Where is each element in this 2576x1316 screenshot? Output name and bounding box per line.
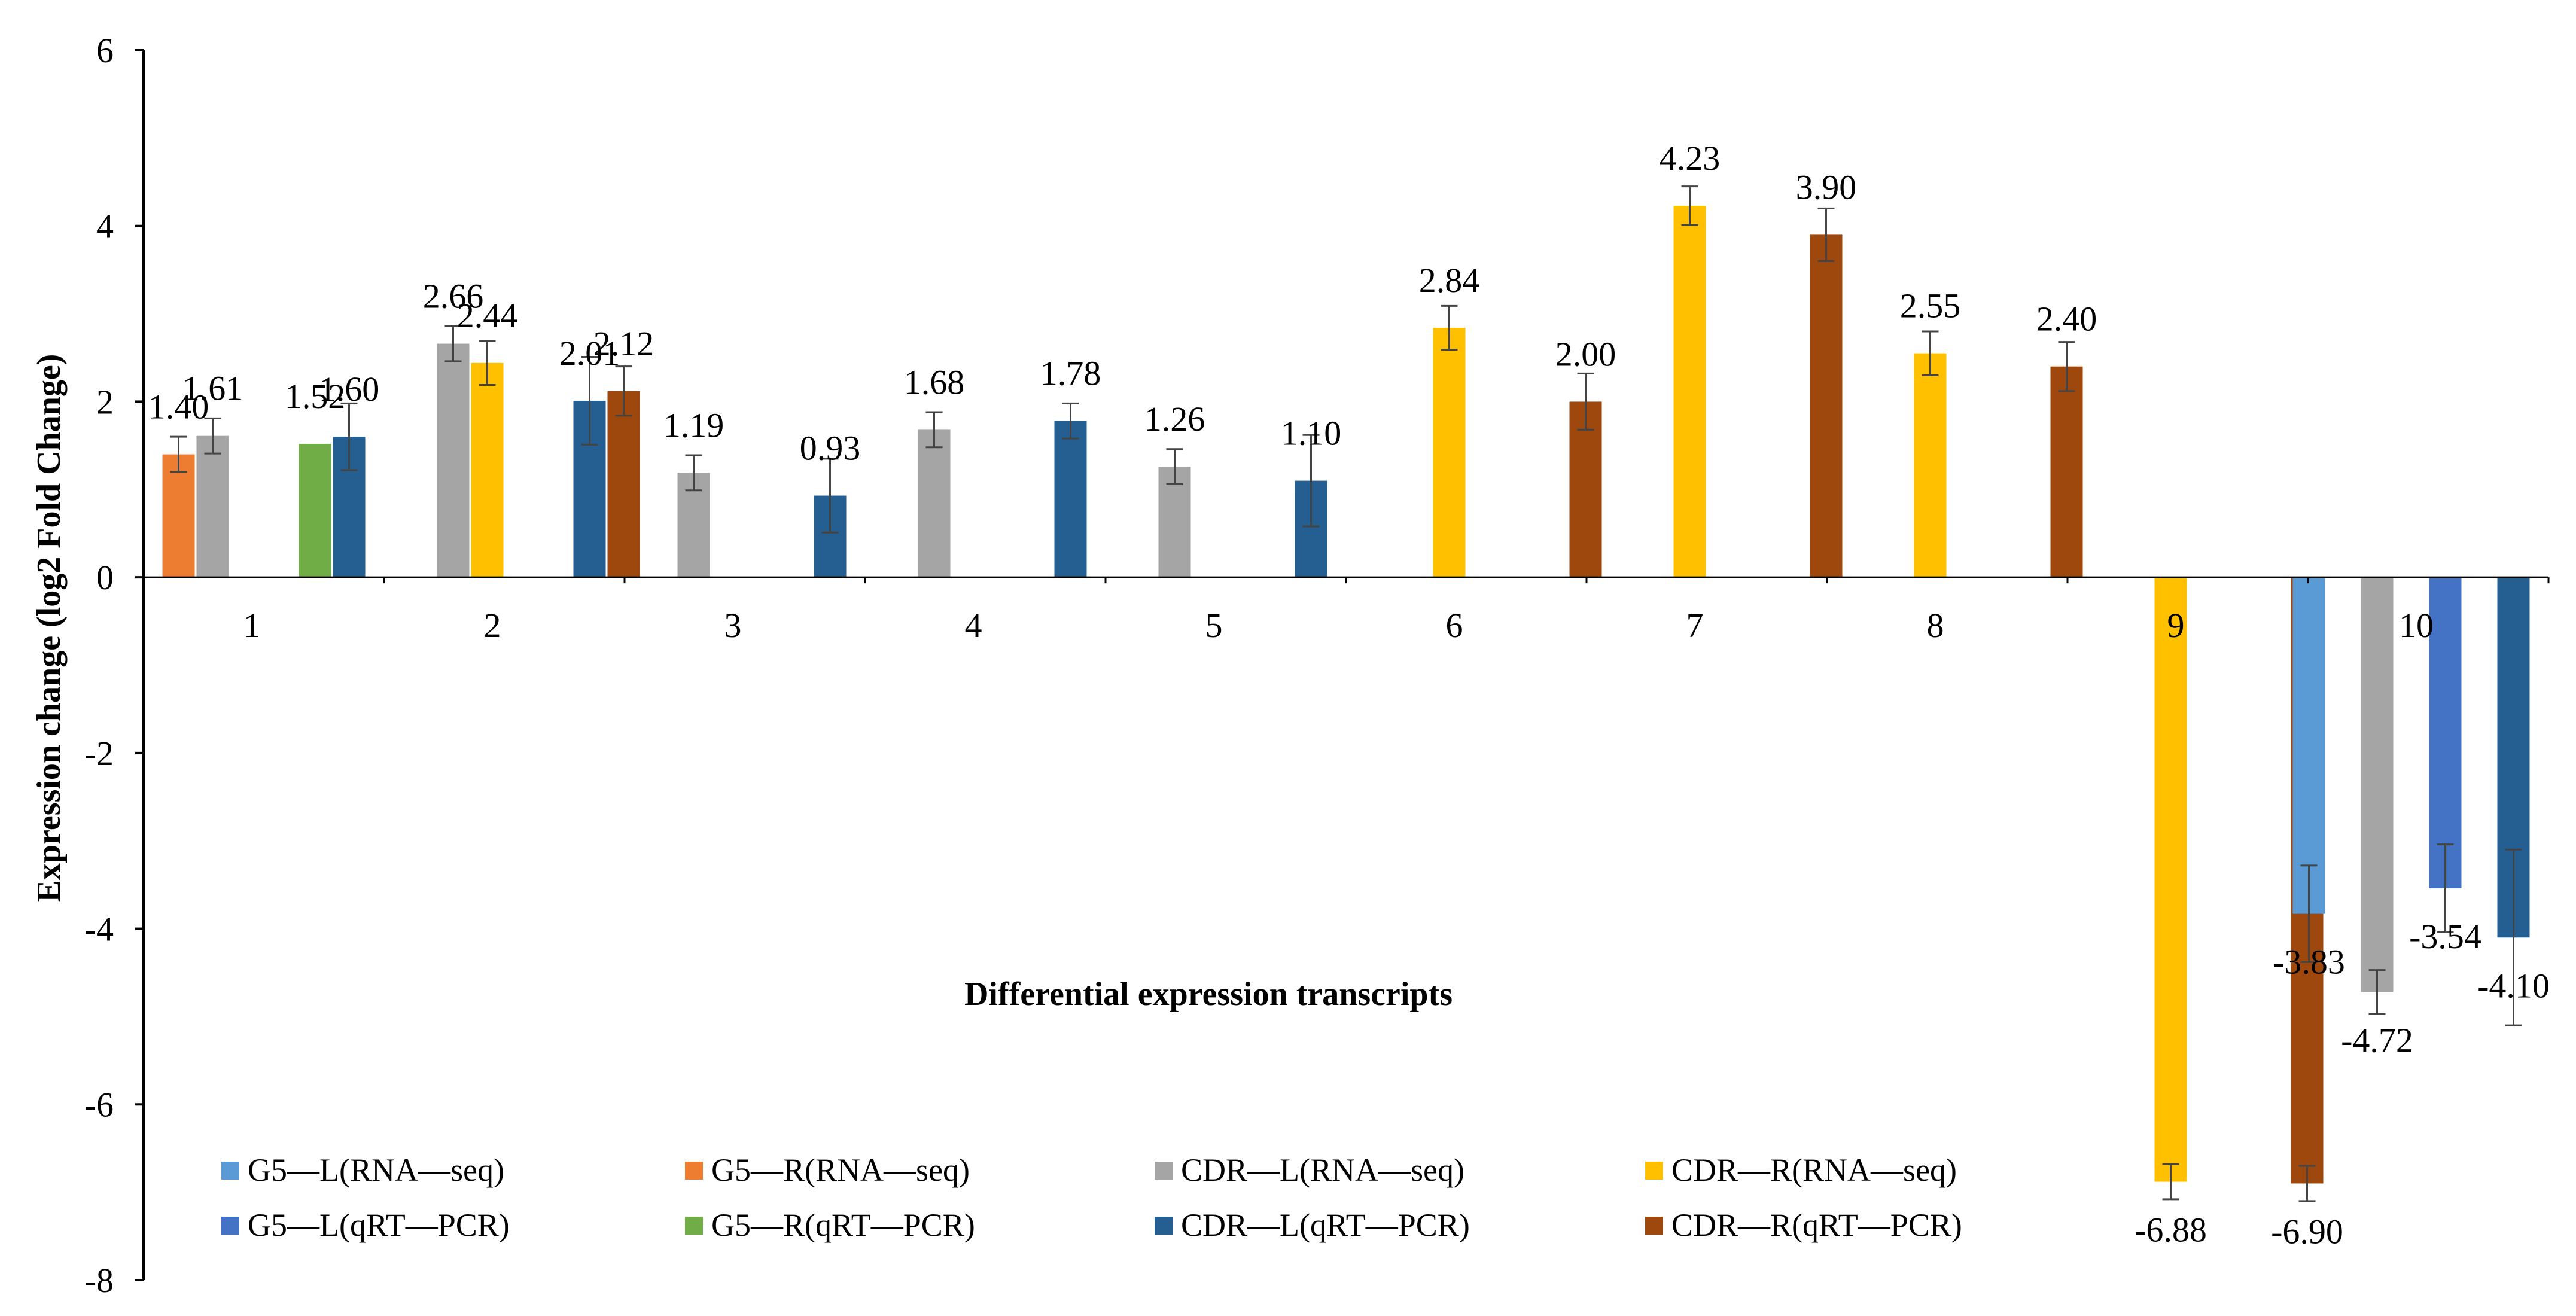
category-labels: 1 2 3 4 5 6 7 8 9 10 xyxy=(243,606,2434,645)
bar xyxy=(1054,421,1087,578)
data-label: 1.68 xyxy=(904,362,965,401)
legend-swatch xyxy=(685,1217,703,1235)
x-axis-title: Differential expression transcripts xyxy=(964,976,1453,1013)
data-label: 1.60 xyxy=(319,370,380,409)
data-label: -3.83 xyxy=(2273,943,2345,982)
bar xyxy=(1569,401,1602,578)
error-bars xyxy=(170,185,2522,1202)
data-label: 2.44 xyxy=(457,296,518,335)
category-label: 9 xyxy=(2167,606,2185,645)
legend-swatch xyxy=(1155,1217,1173,1235)
bar xyxy=(607,391,640,578)
legend-label: CDR—R(RNA—seq) xyxy=(1671,1152,1957,1188)
data-label: 0.93 xyxy=(800,429,861,468)
bar xyxy=(471,362,504,578)
data-label: 2.84 xyxy=(1419,261,1480,300)
category-label: 4 xyxy=(965,606,982,645)
legend-label: CDR—R(qRT—PCR) xyxy=(1671,1207,1962,1243)
bar xyxy=(2050,366,2083,578)
legend-swatch xyxy=(221,1162,239,1180)
legend-label: CDR—L(RNA—seq) xyxy=(1181,1152,1464,1188)
legend: G5—L(RNA—seq) G5—R(RNA—seq) CDR—L(RNA—seq)… xyxy=(221,1152,1962,1243)
data-label: -6.90 xyxy=(2271,1212,2343,1251)
bar xyxy=(162,454,195,578)
y-tick-label: 0 xyxy=(96,558,114,597)
category-label: 7 xyxy=(1686,606,1704,645)
data-label: -3.54 xyxy=(2409,917,2481,956)
legend-swatch xyxy=(1645,1217,1663,1235)
bar xyxy=(196,435,229,578)
data-label: 2.12 xyxy=(593,324,654,363)
bar xyxy=(918,429,951,578)
bar xyxy=(2429,577,2462,889)
data-label: 1.40 xyxy=(148,388,209,427)
category-label: 8 xyxy=(1927,606,1944,645)
data-label: 1.26 xyxy=(1144,400,1205,438)
y-axis-title: Expression change (log2 Fold Change) xyxy=(31,354,68,903)
bar xyxy=(437,343,470,578)
y-tick-label: -8 xyxy=(85,1261,114,1300)
legend-label: G5—L(qRT—PCR) xyxy=(248,1207,510,1243)
bar xyxy=(1673,205,1706,578)
data-label: 1.19 xyxy=(663,406,724,444)
legend-swatch xyxy=(685,1162,703,1180)
data-label: 2.66 xyxy=(423,277,484,316)
data-label: 4.23 xyxy=(1660,139,1721,178)
legend-swatch xyxy=(221,1217,239,1235)
data-label: 2.00 xyxy=(1555,334,1616,373)
data-label: -4.72 xyxy=(2341,1020,2413,1059)
y-tick-label: -4 xyxy=(85,910,114,949)
category-label: 6 xyxy=(1446,606,1463,645)
data-label: 2.40 xyxy=(2036,300,2097,339)
data-label: 3.90 xyxy=(1796,167,1857,206)
data-label: 1.78 xyxy=(1040,354,1101,393)
data-labels: 1.401.61 1.521.60 2.662.44 2.012.12 1.19 0.93… xyxy=(148,139,2550,1251)
category-label: 1 xyxy=(243,606,261,645)
data-label: 2.01 xyxy=(559,334,620,373)
bar xyxy=(2154,577,2187,1182)
y-tick-label: 6 xyxy=(96,31,114,70)
bar-marks xyxy=(162,205,2530,1184)
data-label: 1.61 xyxy=(182,369,243,408)
data-label: 2.55 xyxy=(1900,287,1961,325)
y-axis-ticks: -8 -6 -4 -2 0 2 4 6 xyxy=(85,31,144,1300)
data-label: -4.10 xyxy=(2477,966,2550,1005)
category-label: 5 xyxy=(1205,606,1223,645)
bar xyxy=(1914,353,1947,578)
y-tick-label: -6 xyxy=(85,1085,114,1124)
legend-swatch xyxy=(1645,1162,1663,1180)
bar xyxy=(1433,328,1466,578)
axes xyxy=(142,50,2550,1280)
category-label: 3 xyxy=(724,606,742,645)
bar xyxy=(2361,577,2394,992)
y-tick-label: 4 xyxy=(96,207,114,246)
legend-label: G5—L(RNA—seq) xyxy=(248,1152,504,1188)
bar xyxy=(2292,577,2325,914)
data-label: 1.10 xyxy=(1281,414,1342,453)
bar xyxy=(299,443,331,578)
data-label: -6.88 xyxy=(2135,1211,2207,1250)
legend-label: G5—R(qRT—PCR) xyxy=(711,1207,975,1243)
bar xyxy=(1810,234,1843,578)
y-tick-label: 2 xyxy=(96,382,114,421)
legend-swatch xyxy=(1155,1162,1173,1180)
data-label: 1.52 xyxy=(285,377,346,416)
y-tick-label: -2 xyxy=(85,734,114,773)
legend-label: G5—R(RNA—seq) xyxy=(711,1152,970,1188)
legend-label: CDR—L(qRT—PCR) xyxy=(1181,1207,1470,1243)
category-label: 10 xyxy=(2399,606,2434,645)
category-label: 2 xyxy=(484,606,501,645)
